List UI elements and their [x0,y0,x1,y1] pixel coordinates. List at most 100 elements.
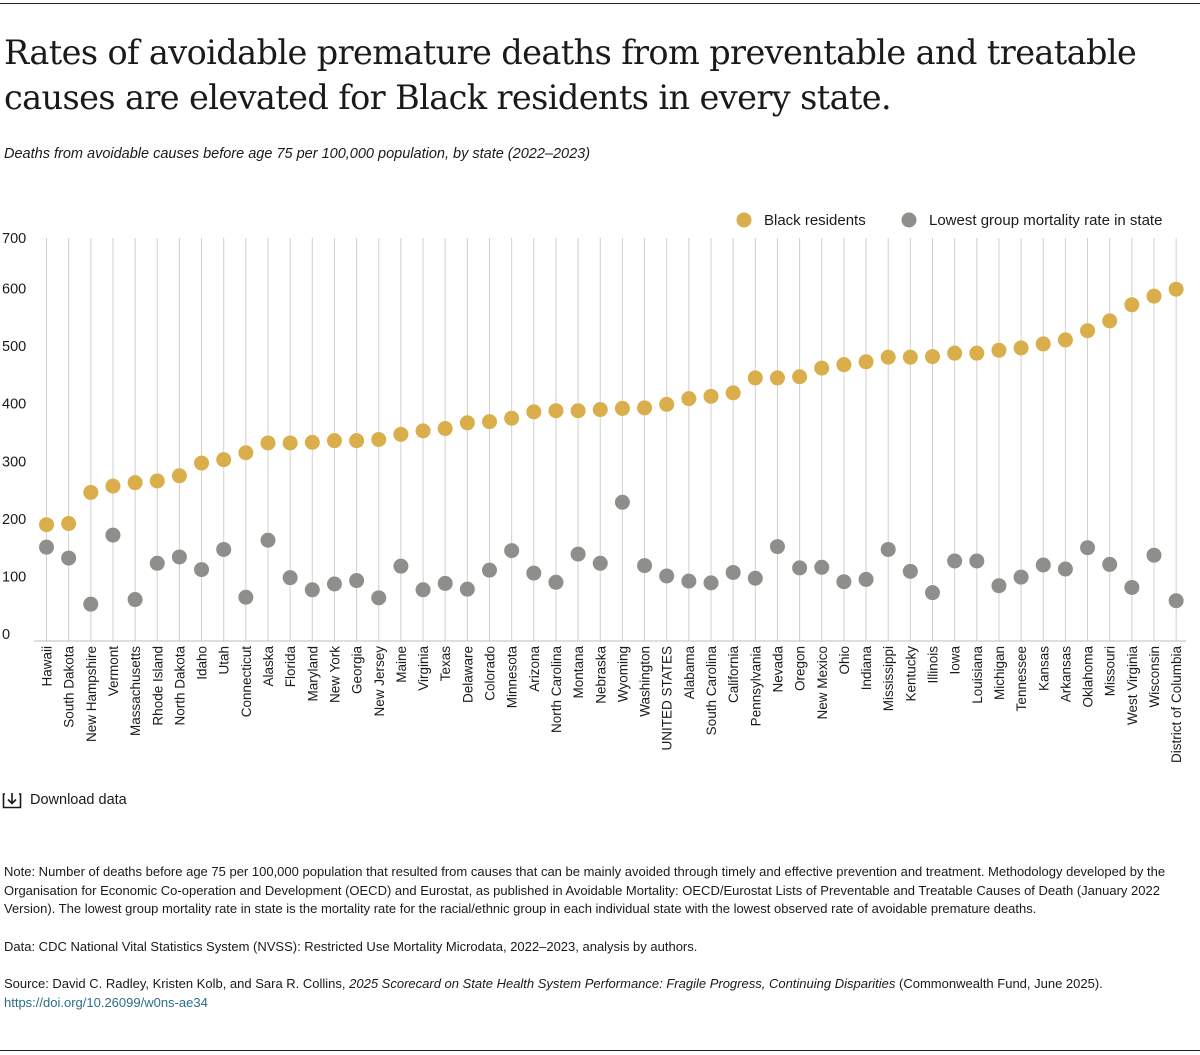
y-tick-label: 200 [2,512,26,528]
point-lowest-group [1080,540,1096,556]
point-lowest-group [991,578,1007,594]
point-black-residents [902,349,918,365]
point-black-residents [371,432,387,447]
point-lowest-group [393,558,409,574]
x-tick-label: Nebraska [593,646,608,704]
point-lowest-group [437,575,453,591]
x-tick-label: Vermont [106,646,121,697]
point-lowest-group [1124,579,1140,595]
x-tick-label: West Virginia [1125,646,1140,726]
point-lowest-group [83,596,99,612]
x-tick-label: Idaho [195,646,210,680]
point-lowest-group [326,576,342,592]
x-tick-label: Mississippi [881,646,896,711]
point-black-residents [1124,297,1140,313]
x-tick-label: Kentucky [903,646,918,702]
x-tick-label: Kansas [1036,646,1051,691]
point-black-residents [216,452,232,468]
x-tick-label: Illinois [926,646,941,684]
point-lowest-group [238,589,254,605]
source-suffix: (Commonwealth Fund, June 2025). [895,976,1103,991]
point-black-residents [39,517,54,533]
x-axis-labels: Hawaii South Dakota New Hampshire Vermont Ma… [40,646,1185,764]
point-black-residents [1080,323,1096,339]
point-lowest-group [459,581,475,597]
point-black-residents [1168,281,1184,297]
point-lowest-group [61,550,77,566]
point-black-residents [880,349,896,365]
x-tick-label: Maine [394,646,409,683]
point-lowest-group [947,553,963,569]
point-lowest-group [880,541,896,557]
point-lowest-group [105,527,121,543]
point-black-residents [769,370,785,386]
data-source-text: Data: CDC National Vital Statistics Syst… [4,938,698,954]
point-black-residents [127,475,143,491]
point-black-residents [105,478,121,494]
point-black-residents [836,357,852,373]
x-tick-label: Michigan [992,646,1007,700]
point-lowest-group [747,570,763,586]
x-tick-label: Wisconsin [1147,646,1162,708]
point-lowest-group [1013,569,1029,585]
legend-label-black-residents: Black residents [764,212,866,229]
x-tick-label: Indiana [859,646,874,691]
x-tick-label: Colorado [483,646,498,701]
source-doi-link[interactable]: https://doi.org/10.26099/w0ns-ae34 [4,994,208,1010]
point-black-residents [282,435,298,451]
point-lowest-group [814,559,830,575]
x-tick-label: Virginia [416,646,431,691]
x-tick-label: Rhode Island [150,646,165,726]
point-black-residents [637,400,653,416]
point-black-residents [592,402,608,418]
point-black-residents [548,403,564,419]
x-tick-label: California [726,646,741,704]
x-tick-label: Oklahoma [1081,646,1096,708]
point-lowest-group [127,592,143,608]
point-lowest-group [171,549,187,565]
x-tick-label: Oregon [793,646,808,691]
point-lowest-group [304,582,320,598]
chart-title: Rates of avoidable premature deaths from… [4,33,1137,117]
point-black-residents [238,445,254,461]
point-lowest-group [1146,547,1162,563]
y-tick-label: 0 [2,627,10,643]
source-text: Source: David C. Radley, Kristen Kolb, a… [4,975,1194,1012]
source-prefix: Source: David C. Radley, Kristen Kolb, a… [4,976,350,991]
x-tick-label: Delaware [460,646,475,703]
x-tick-label: Nevada [770,646,785,693]
bottom-rule [0,1050,1200,1051]
point-lowest-group [1168,593,1184,609]
x-tick-label: Louisiana [970,646,985,704]
point-lowest-group [969,553,985,569]
point-lowest-group [39,539,54,555]
legend-marker-black-residents [736,212,752,228]
y-tick-label: 400 [2,397,26,413]
x-tick-label: Washington [638,646,653,717]
point-black-residents [1057,332,1073,348]
gridlines [46,238,1177,641]
point-black-residents [260,435,276,451]
point-lowest-group [548,574,564,590]
download-data-button[interactable]: Download data [2,790,127,810]
point-black-residents [194,455,210,471]
point-black-residents [1035,336,1051,352]
point-black-residents [459,415,475,431]
x-tick-label: New York [327,646,342,703]
point-black-residents [149,473,165,489]
point-black-residents [925,349,940,365]
download-icon [2,793,22,809]
x-tick-label: Montana [571,646,586,699]
point-black-residents [858,354,874,370]
note-text: Note: Number of deaths before age 75 per… [4,864,1166,916]
point-black-residents [326,433,342,449]
y-tick-label: 700 [2,231,26,247]
y-tick-label: 300 [2,454,26,470]
point-lowest-group [415,582,431,598]
x-tick-label: New Jersey [372,646,387,717]
point-black-residents [570,403,586,419]
point-black-residents [1013,340,1029,356]
scatter-chart: Black residents Lowest group mortality r… [2,212,1187,764]
x-tick-label: New Mexico [815,646,830,720]
point-black-residents [969,345,985,361]
